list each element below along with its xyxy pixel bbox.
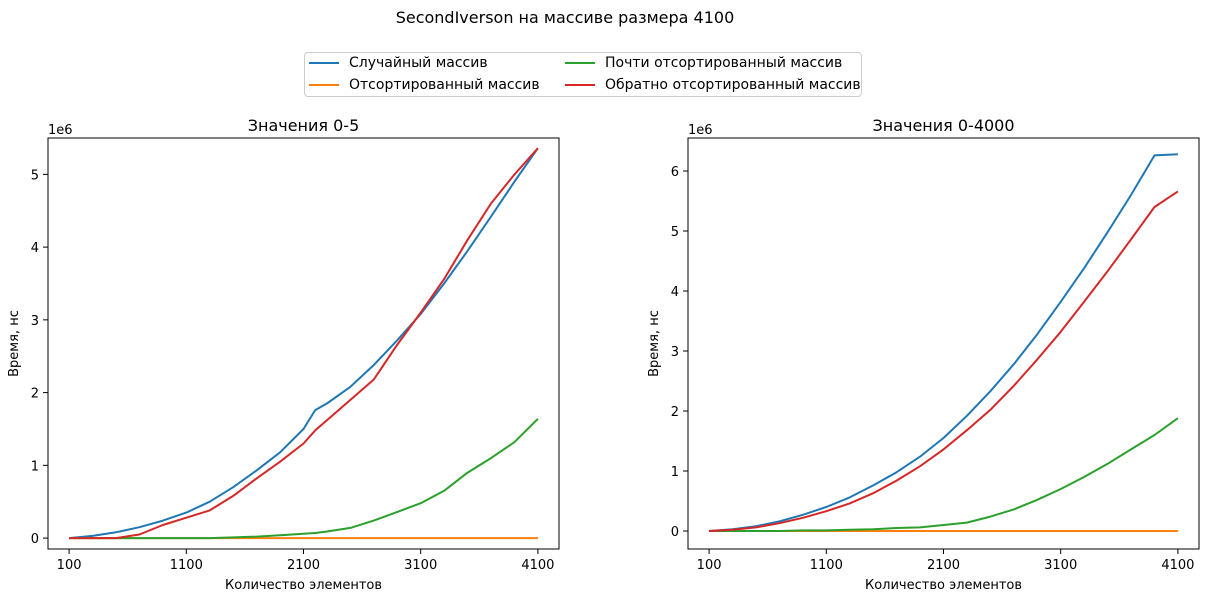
y-axis-label: Время, нс (7, 310, 22, 377)
y-tick-label: 3 (31, 314, 39, 329)
series-line-3 (69, 418, 539, 540)
series-line-1 (69, 147, 539, 540)
y-multiplier-label: 1e6 (48, 123, 73, 138)
x-tick-label: 2100 (927, 558, 960, 573)
y-tick-label: 0 (31, 532, 39, 547)
figure-title: SecondIverson на массиве размера 4100 (395, 8, 735, 27)
x-axis-label: Количество элементов (865, 578, 1022, 593)
series-line-1 (709, 153, 1178, 532)
y-tick-label: 5 (31, 168, 39, 183)
legend-label-almost-sorted: Почти отсортированный массив (605, 55, 843, 71)
series-line-3 (709, 417, 1179, 532)
y-tick-label: 3 (671, 345, 679, 360)
y-tick-label: 1 (31, 459, 39, 474)
x-tick-label: 4100 (1161, 558, 1194, 573)
y-tick-label: 2 (671, 405, 679, 420)
axes-frame (687, 137, 1200, 550)
y-tick-label: 4 (671, 285, 679, 300)
legend-line-reverse-sorted (565, 84, 595, 86)
x-tick-label: 100 (57, 558, 82, 573)
legend: Случайный массив Отсортированный массив … (304, 52, 862, 97)
axes-frame (47, 137, 560, 550)
subplot-title: Значения 0-5 (248, 116, 360, 135)
y-tick-label: 4 (31, 241, 39, 256)
y-multiplier-label: 1e6 (688, 123, 713, 138)
subplot-2: 100 1100 2100 3100 4100 0 1 2 3 4 5 6 1e6 Значения 0-… (647, 116, 1200, 593)
series-line-4 (69, 147, 539, 540)
legend-item-reverse-sorted: Обратно отсортированный массив (565, 75, 861, 95)
legend-line-random (309, 62, 339, 64)
y-tick-label: 6 (671, 165, 679, 180)
legend-label-reverse-sorted: Обратно отсортированный массив (605, 77, 861, 93)
x-tick-label: 3100 (404, 558, 437, 573)
x-tick-label: 3100 (1044, 558, 1077, 573)
series-line-4 (709, 190, 1179, 532)
legend-item-random: Случайный массив (309, 53, 488, 73)
y-tick-label: 5 (671, 225, 679, 240)
legend-item-almost-sorted: Почти отсортированный массив (565, 53, 842, 73)
y-tick-label: 2 (31, 387, 39, 402)
legend-item-sorted: Отсортированный массив (309, 75, 540, 95)
subplot-1: 100 1100 2100 3100 4100 0 1 2 3 4 5 1e6 Значения 0-5… (7, 116, 560, 593)
y-tick-label: 1 (671, 465, 679, 480)
legend-label-random: Случайный массив (349, 55, 488, 71)
x-tick-label: 100 (697, 558, 722, 573)
x-axis-label: Количество элементов (225, 578, 382, 593)
y-tick-label: 0 (671, 525, 679, 540)
legend-line-almost-sorted (565, 62, 595, 64)
x-tick-label: 2100 (287, 558, 320, 573)
legend-line-sorted (309, 84, 339, 86)
x-tick-label: 4100 (521, 558, 554, 573)
x-tick-label: 1100 (810, 558, 843, 573)
x-tick-label: 1100 (170, 558, 203, 573)
legend-label-sorted: Отсортированный массив (349, 77, 540, 93)
subplot-title: Значения 0-4000 (872, 116, 1014, 135)
y-axis-label: Время, нс (647, 310, 662, 377)
